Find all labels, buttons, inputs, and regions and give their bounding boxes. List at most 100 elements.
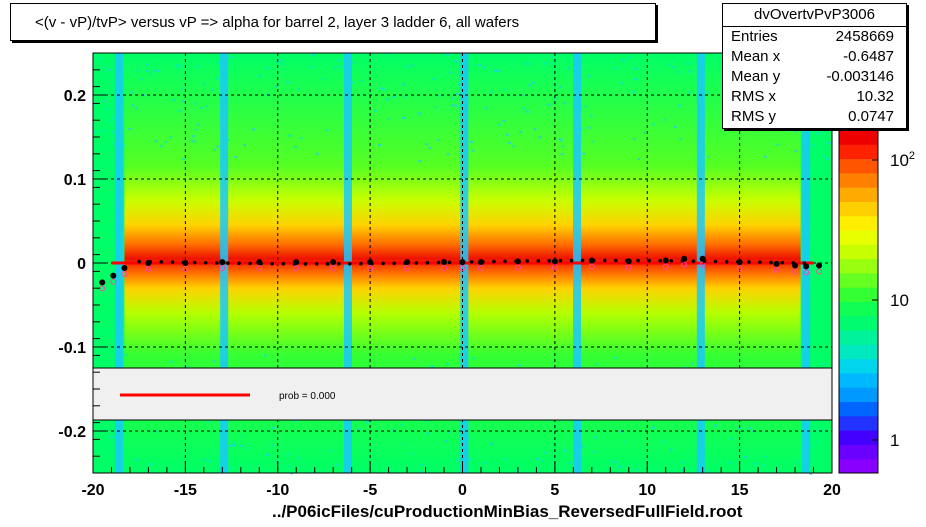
heatmap-noise-cell	[270, 444, 274, 447]
palette-cell	[839, 358, 878, 374]
profile-point-dense	[647, 258, 651, 263]
heatmap-noise-cell	[681, 461, 685, 464]
heatmap-noise-cell	[521, 94, 525, 97]
heatmap-noise-cell	[207, 460, 211, 463]
heatmap-noise-cell	[450, 104, 454, 107]
heatmap-noise-cell	[420, 470, 424, 473]
heatmap-noise-cell	[106, 107, 110, 110]
heatmap-noise-cell	[387, 118, 391, 121]
heatmap-noise-cell	[635, 468, 639, 471]
heatmap-noise-cell	[751, 430, 755, 433]
profile-point-dense	[237, 261, 241, 266]
heatmap-noise-cell	[297, 457, 301, 460]
heatmap-noise-cell	[686, 62, 690, 65]
footer-filename: ../P06icFiles/cuProductionMinBias_Revers…	[272, 502, 743, 521]
x-tick-label: 10	[638, 482, 656, 499]
heatmap-noise-cell	[593, 450, 597, 453]
profile-point	[803, 263, 810, 270]
heatmap-noise-cell	[410, 64, 414, 67]
heatmap-noise-cell	[690, 362, 694, 365]
heatmap-noise-cell	[483, 66, 487, 69]
heatmap-noise-cell	[683, 366, 687, 369]
heatmap-noise-cell	[286, 81, 290, 84]
profile-point-alt	[404, 265, 411, 272]
profile-point-alt	[145, 266, 152, 272]
heatmap-noise-cell	[507, 142, 511, 145]
heatmap-noise-cell	[234, 155, 238, 158]
heatmap-noise-cell	[591, 140, 595, 143]
heatmap-noise-cell	[379, 87, 383, 90]
heatmap-noise-cell	[202, 83, 206, 86]
profile-point-alt	[514, 264, 521, 271]
heatmap-noise-cell	[458, 83, 462, 86]
profile-point-alt	[330, 265, 337, 272]
heatmap-noise-cell	[216, 145, 220, 148]
heatmap-noise-cell	[107, 120, 111, 123]
profile-point-dense	[336, 261, 341, 266]
heatmap-noise-cell	[550, 55, 554, 58]
palette-cell	[839, 315, 878, 331]
heatmap-noise-cell	[275, 460, 279, 463]
heatmap-noise-cell	[667, 63, 671, 66]
heatmap-noise-cell	[257, 74, 261, 77]
y-tick-label: -0.2	[58, 424, 86, 441]
palette-cell	[839, 230, 878, 245]
profile-point-dense	[370, 261, 374, 266]
profile-point-dense	[735, 260, 740, 264]
profile-point-dense	[558, 258, 563, 263]
heatmap-noise-cell	[338, 65, 342, 68]
profile-point-dense	[259, 261, 263, 266]
heatmap-noise-cell	[679, 137, 683, 140]
profile-point-dense	[458, 260, 463, 264]
heatmap-noise-cell	[272, 426, 276, 429]
heatmap-noise-cell	[634, 67, 638, 70]
profile-point-dense	[292, 261, 297, 266]
heatmap-noise-cell	[522, 107, 526, 110]
heatmap-noise-cell	[614, 356, 618, 359]
profile-point-dense	[702, 259, 707, 264]
x-tick-label: 20	[823, 482, 841, 499]
heatmap-noise-cell	[637, 157, 641, 160]
heatmap-noise-cell	[130, 91, 134, 94]
x-tick-label: 0	[458, 482, 467, 499]
heatmap-noise-cell	[430, 364, 434, 367]
palette-cell	[839, 415, 878, 431]
heatmap-noise-cell	[170, 360, 174, 363]
profile-point	[99, 279, 106, 286]
heatmap-noise-cell	[193, 102, 197, 105]
heatmap-noise-cell	[311, 53, 315, 56]
heatmap-noise-cell	[134, 107, 138, 110]
heatmap-noise-cell	[98, 57, 102, 60]
profile-point-dense	[713, 259, 718, 264]
heatmap-noise-cell	[194, 128, 198, 131]
heatmap-noise-cell	[321, 78, 325, 81]
heatmap-noise-cell	[706, 469, 710, 472]
heatmap-noise-cell	[274, 85, 278, 88]
heatmap-noise-cell	[763, 155, 767, 158]
heatmap-noise-cell	[232, 444, 236, 447]
profile-point-alt	[367, 265, 374, 272]
heatmap-noise-cell	[526, 110, 530, 113]
profile-point-dense	[181, 260, 186, 265]
palette-cell	[839, 430, 878, 445]
profile-point-dense	[425, 260, 430, 265]
heatmap-noise-cell	[280, 63, 284, 66]
heatmap-noise-cell	[391, 429, 395, 432]
x-tick-label: -5	[363, 482, 377, 499]
heatmap-noise-cell	[536, 458, 540, 461]
profile-point-dense	[137, 259, 141, 264]
heatmap-noise-cell	[582, 152, 586, 155]
profile-point-alt	[182, 266, 189, 272]
profile-point-dense	[525, 259, 529, 263]
profile-point-alt	[477, 265, 484, 272]
heatmap-noise-cell	[730, 437, 734, 440]
heatmap-noise-cell	[451, 97, 455, 100]
legend-fit-label: prob = 0.000	[279, 391, 336, 402]
heatmap-noise-cell	[386, 98, 390, 101]
profile-point-alt	[625, 264, 632, 271]
heatmap-noise-cell	[159, 145, 163, 148]
heatmap-noise-cell	[531, 81, 535, 84]
heatmap-noise-cell	[593, 436, 597, 439]
heatmap-noise-cell	[206, 421, 210, 424]
heatmap-noise-cell	[400, 423, 404, 426]
